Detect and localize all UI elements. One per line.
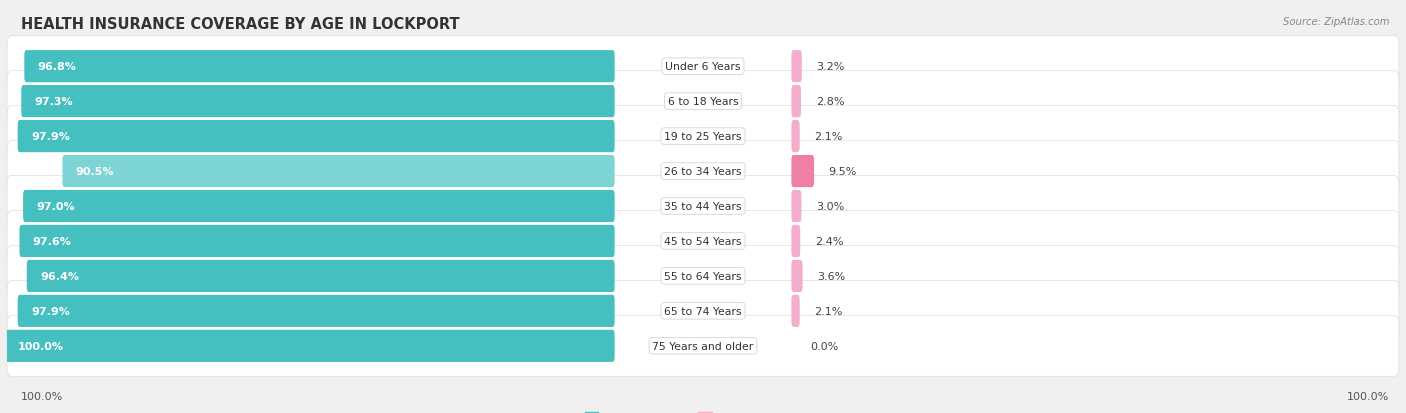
FancyBboxPatch shape	[792, 156, 814, 188]
FancyBboxPatch shape	[18, 121, 614, 153]
FancyBboxPatch shape	[7, 211, 1399, 272]
FancyBboxPatch shape	[7, 316, 1399, 376]
Text: 97.9%: 97.9%	[31, 306, 70, 316]
FancyBboxPatch shape	[7, 71, 1399, 132]
Text: 6 to 18 Years: 6 to 18 Years	[668, 97, 738, 107]
Text: 45 to 54 Years: 45 to 54 Years	[664, 236, 742, 247]
Text: 2.4%: 2.4%	[815, 236, 844, 247]
Text: Source: ZipAtlas.com: Source: ZipAtlas.com	[1282, 17, 1389, 26]
Text: 96.8%: 96.8%	[38, 62, 76, 72]
FancyBboxPatch shape	[27, 260, 614, 292]
FancyBboxPatch shape	[18, 295, 614, 327]
FancyBboxPatch shape	[792, 86, 801, 118]
Text: 75 Years and older: 75 Years and older	[652, 341, 754, 351]
Text: HEALTH INSURANCE COVERAGE BY AGE IN LOCKPORT: HEALTH INSURANCE COVERAGE BY AGE IN LOCK…	[21, 17, 460, 31]
Text: 100.0%: 100.0%	[1347, 391, 1389, 401]
FancyBboxPatch shape	[792, 225, 800, 257]
FancyBboxPatch shape	[20, 225, 614, 257]
Text: 9.5%: 9.5%	[828, 166, 858, 177]
Text: 0.0%: 0.0%	[810, 341, 838, 351]
Text: 2.1%: 2.1%	[814, 306, 842, 316]
FancyBboxPatch shape	[21, 86, 614, 118]
Text: 19 to 25 Years: 19 to 25 Years	[664, 132, 742, 142]
Text: 35 to 44 Years: 35 to 44 Years	[664, 202, 742, 211]
Text: 3.2%: 3.2%	[817, 62, 845, 72]
FancyBboxPatch shape	[24, 51, 614, 83]
FancyBboxPatch shape	[792, 260, 803, 292]
FancyBboxPatch shape	[7, 246, 1399, 306]
FancyBboxPatch shape	[792, 190, 801, 223]
Text: 100.0%: 100.0%	[21, 391, 63, 401]
FancyBboxPatch shape	[7, 37, 1399, 97]
FancyBboxPatch shape	[62, 156, 614, 188]
Text: 2.1%: 2.1%	[814, 132, 842, 142]
Text: 55 to 64 Years: 55 to 64 Years	[664, 271, 742, 281]
Text: 26 to 34 Years: 26 to 34 Years	[664, 166, 742, 177]
FancyBboxPatch shape	[7, 107, 1399, 167]
FancyBboxPatch shape	[7, 141, 1399, 202]
Text: 2.8%: 2.8%	[815, 97, 844, 107]
Text: 3.0%: 3.0%	[815, 202, 844, 211]
FancyBboxPatch shape	[792, 121, 800, 153]
FancyBboxPatch shape	[792, 51, 801, 83]
Text: 65 to 74 Years: 65 to 74 Years	[664, 306, 742, 316]
Text: 3.6%: 3.6%	[817, 271, 845, 281]
Text: 97.0%: 97.0%	[37, 202, 75, 211]
FancyBboxPatch shape	[7, 176, 1399, 237]
Text: 100.0%: 100.0%	[18, 341, 65, 351]
FancyBboxPatch shape	[7, 281, 1399, 342]
Legend: With Coverage, Without Coverage: With Coverage, Without Coverage	[581, 408, 825, 413]
FancyBboxPatch shape	[792, 295, 800, 327]
FancyBboxPatch shape	[6, 330, 614, 362]
Text: 90.5%: 90.5%	[76, 166, 114, 177]
Text: 97.9%: 97.9%	[31, 132, 70, 142]
Text: 97.6%: 97.6%	[32, 236, 72, 247]
FancyBboxPatch shape	[22, 190, 614, 223]
Text: Under 6 Years: Under 6 Years	[665, 62, 741, 72]
Text: 96.4%: 96.4%	[39, 271, 79, 281]
Text: 97.3%: 97.3%	[35, 97, 73, 107]
